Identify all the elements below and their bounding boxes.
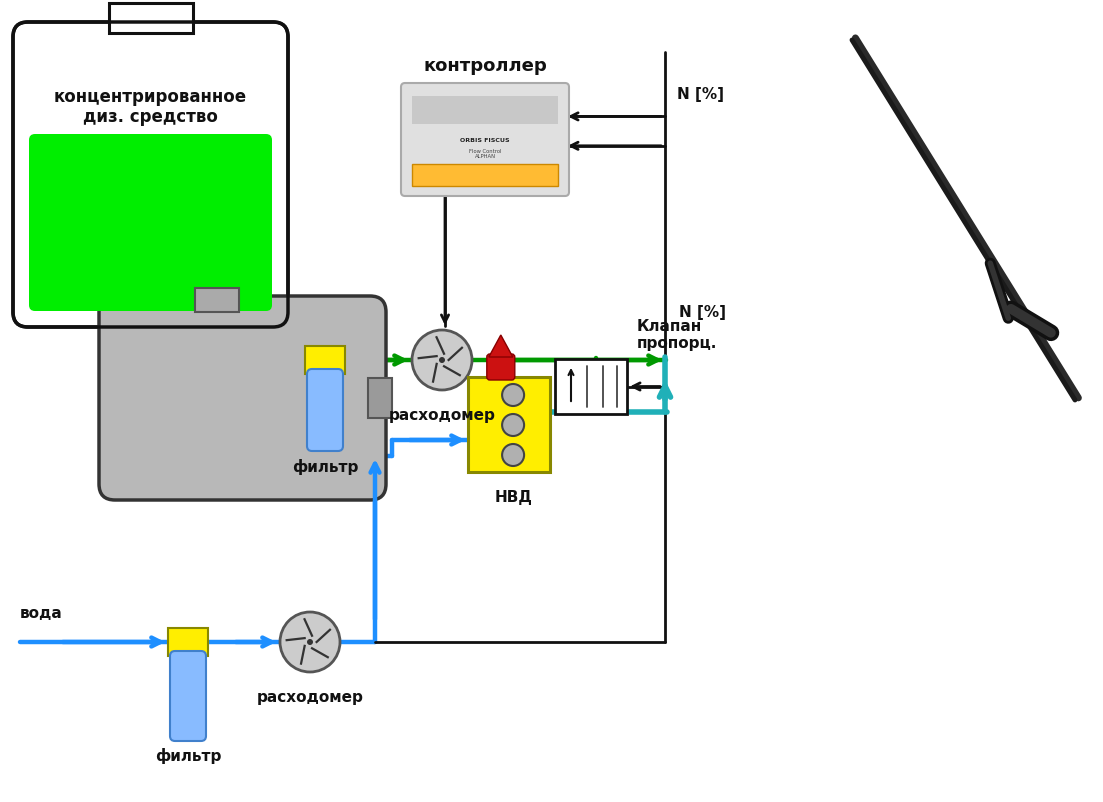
FancyBboxPatch shape [99,296,386,500]
Text: фильтр: фильтр [292,459,358,475]
Text: концентрированное
диз. средство: концентрированное диз. средство [54,87,247,127]
Bar [195,288,239,312]
FancyBboxPatch shape [170,651,206,741]
Circle shape [502,384,524,406]
Circle shape [502,444,524,466]
Text: N [%]: N [%] [679,305,726,319]
FancyBboxPatch shape [13,22,288,327]
Text: НВД: НВД [494,490,532,505]
Text: ORBIS FISCUS: ORBIS FISCUS [460,137,510,143]
FancyBboxPatch shape [401,83,569,196]
Polygon shape [489,335,513,357]
Circle shape [307,639,313,645]
Bar [368,378,392,418]
Circle shape [439,357,445,363]
Text: контроллер: контроллер [424,57,547,75]
Bar [108,3,193,33]
Bar [413,164,558,186]
Text: Flow Control
ALPHAN: Flow Control ALPHAN [469,148,501,160]
Circle shape [280,612,340,672]
FancyBboxPatch shape [307,369,343,451]
Text: вода: вода [20,606,63,622]
Bar [555,359,627,414]
Bar [413,96,558,124]
Circle shape [502,414,524,436]
Bar [306,346,345,374]
Text: расходомер: расходомер [388,408,495,423]
Bar [468,377,550,472]
Text: Клапан
пропорц.: Клапан пропорц. [638,318,717,351]
Text: расходомер: расходомер [257,690,363,705]
Text: фильтр: фильтр [154,748,222,764]
Circle shape [413,330,472,390]
FancyBboxPatch shape [29,134,272,311]
FancyBboxPatch shape [486,354,515,380]
Text: N [%]: N [%] [677,87,724,102]
Bar [168,628,208,656]
